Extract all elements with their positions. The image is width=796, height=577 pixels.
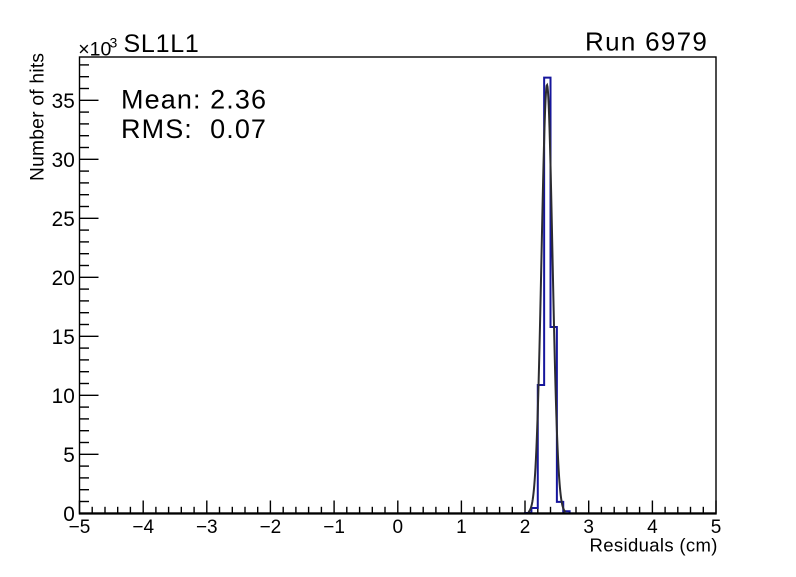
svg-text:−2: −2 xyxy=(260,517,282,538)
svg-text:3: 3 xyxy=(583,517,594,538)
svg-text:5: 5 xyxy=(711,517,722,538)
svg-text:10: 10 xyxy=(52,385,75,408)
svg-text:SL1L1: SL1L1 xyxy=(124,30,200,58)
svg-text:5: 5 xyxy=(63,444,75,467)
svg-text:2: 2 xyxy=(520,517,531,538)
svg-text:×10: ×10 xyxy=(78,38,111,60)
svg-text:0: 0 xyxy=(393,517,404,538)
svg-text:Run 6979: Run 6979 xyxy=(585,27,708,57)
svg-text:30: 30 xyxy=(52,149,75,172)
svg-text:Mean: 2.36: Mean: 2.36 xyxy=(121,85,267,115)
svg-text:3: 3 xyxy=(110,35,118,51)
svg-text:4: 4 xyxy=(647,517,658,538)
svg-text:−4: −4 xyxy=(132,517,154,538)
svg-text:1: 1 xyxy=(456,517,467,538)
svg-text:20: 20 xyxy=(52,267,75,290)
svg-text:Residuals (cm): Residuals (cm) xyxy=(590,534,718,555)
svg-text:0: 0 xyxy=(63,503,75,526)
svg-text:−3: −3 xyxy=(196,517,218,538)
svg-text:Number of hits: Number of hits xyxy=(28,53,49,181)
svg-text:RMS: 0.07: RMS: 0.07 xyxy=(121,114,267,144)
svg-text:15: 15 xyxy=(52,326,75,349)
svg-text:25: 25 xyxy=(52,208,75,231)
svg-text:−1: −1 xyxy=(323,517,345,538)
svg-text:35: 35 xyxy=(52,90,75,113)
svg-text:−5: −5 xyxy=(69,517,91,538)
